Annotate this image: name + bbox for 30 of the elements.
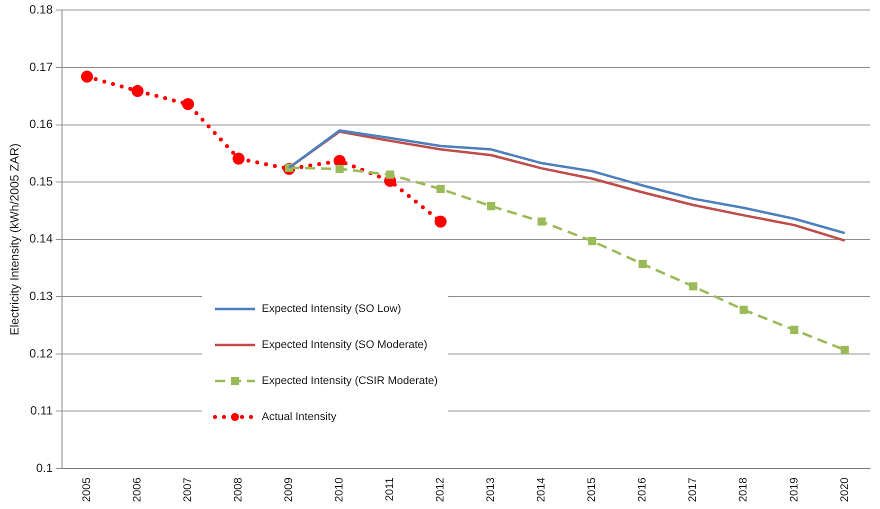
legend-label: Expected Intensity (SO Moderate) bbox=[262, 338, 428, 351]
x-tick-label: 2020 bbox=[838, 478, 851, 502]
x-tick-label: 2018 bbox=[738, 478, 750, 502]
x-tick-label: 2016 bbox=[636, 478, 649, 502]
y-tick-label: 0.17 bbox=[29, 60, 54, 74]
x-tick-label: 2017 bbox=[687, 478, 700, 502]
x-tick-label: 2005 bbox=[81, 478, 94, 502]
y-tick-label: 0.16 bbox=[29, 117, 54, 132]
legend-label: Actual Intensity bbox=[262, 410, 336, 423]
x-tick-label: 2009 bbox=[283, 478, 296, 502]
x-tick-label: 2012 bbox=[434, 478, 447, 502]
legend-label: Expected Intensity (SO Low) bbox=[262, 302, 402, 315]
x-tick-label: 2008 bbox=[232, 478, 245, 502]
x-tick-label: 2007 bbox=[182, 478, 194, 502]
y-tick-label: 0.1 bbox=[36, 460, 54, 475]
y-tick-label: 0.11 bbox=[30, 404, 54, 418]
x-tick-label: 2015 bbox=[586, 478, 598, 502]
x-tick-label: 2013 bbox=[485, 478, 498, 502]
x-tick-label: 2006 bbox=[132, 478, 144, 502]
y-tick-label: 0.18 bbox=[29, 2, 54, 17]
y-tick-label: 0.13 bbox=[29, 288, 54, 303]
y-tick-label: 0.12 bbox=[29, 346, 54, 360]
legend-label: Expected Intensity (CSIR Moderate) bbox=[262, 374, 438, 387]
y-tick-label: 0.15 bbox=[29, 174, 54, 188]
x-tick-label: 2019 bbox=[788, 478, 800, 502]
y-axis-title: Electricity Intensity (kWh/2005 ZAR) bbox=[8, 143, 22, 336]
x-tick-label: 2014 bbox=[536, 478, 548, 502]
x-tick-label: 2010 bbox=[334, 478, 346, 502]
x-tick-label: 2011 bbox=[384, 478, 396, 502]
y-tick-label: 0.14 bbox=[29, 232, 54, 246]
